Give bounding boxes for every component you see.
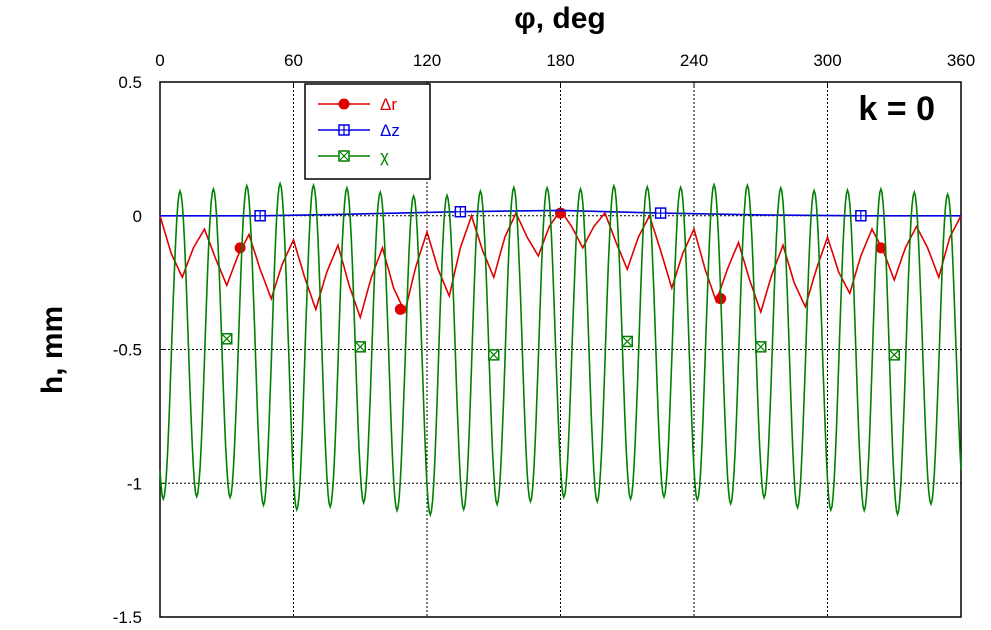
y-tick-label: -1 (127, 474, 142, 493)
series-layer (159, 180, 962, 518)
y-axis-ticks: 0.5 0 -0.5 -1 -1.5 (113, 73, 166, 627)
series-chi (159, 180, 962, 518)
data-point-marker (555, 207, 566, 219)
data-point-marker (888, 349, 900, 361)
data-point-marker (354, 341, 366, 353)
legend-item: Δr (318, 95, 397, 114)
y-axis-title: h, mm (36, 306, 69, 394)
data-point-marker (254, 210, 266, 222)
legend-item: χ (318, 147, 389, 166)
data-point-marker (338, 150, 350, 162)
data-point-marker (755, 341, 767, 353)
x-tick-label: 300 (813, 51, 841, 70)
data-point-marker (875, 242, 887, 254)
x-axis-ticks: 0 60 120 180 240 300 360 (155, 51, 975, 88)
legend-label: Δr (380, 95, 397, 114)
series-line (159, 180, 962, 518)
data-point-marker (454, 205, 467, 218)
data-point-marker (488, 349, 500, 361)
series-delta-z (160, 205, 961, 222)
y-tick-label: -1.5 (113, 608, 142, 627)
y-tick-label: -0.5 (113, 341, 142, 360)
x-tick-label: 180 (546, 51, 574, 70)
x-axis-title: φ, deg (514, 2, 605, 35)
data-point-marker (394, 303, 406, 315)
x-tick-label: 60 (284, 51, 303, 70)
x-tick-label: 120 (413, 51, 441, 70)
y-tick-label: 0 (133, 207, 142, 226)
y-tick-label: 0.5 (118, 73, 142, 92)
data-point-marker (654, 207, 667, 219)
data-point-marker (338, 98, 350, 110)
legend-label: χ (380, 147, 389, 166)
legend-box (304, 83, 431, 180)
x-tick-label: 240 (680, 51, 708, 70)
data-point-marker (221, 333, 233, 345)
x-tick-label: 0 (155, 51, 164, 70)
legend-item: Δz (318, 121, 400, 140)
data-point-marker (338, 124, 350, 136)
series-line (160, 209, 961, 217)
x-tick-label: 360 (947, 51, 975, 70)
legend-label: Δz (380, 121, 400, 140)
data-point-marker (234, 242, 246, 254)
data-point-marker (855, 210, 867, 222)
data-point-marker (621, 335, 633, 348)
k-annotation: k = 0 (858, 90, 935, 128)
grid-lines (160, 82, 961, 617)
legend: Δr Δz χ (304, 83, 431, 180)
